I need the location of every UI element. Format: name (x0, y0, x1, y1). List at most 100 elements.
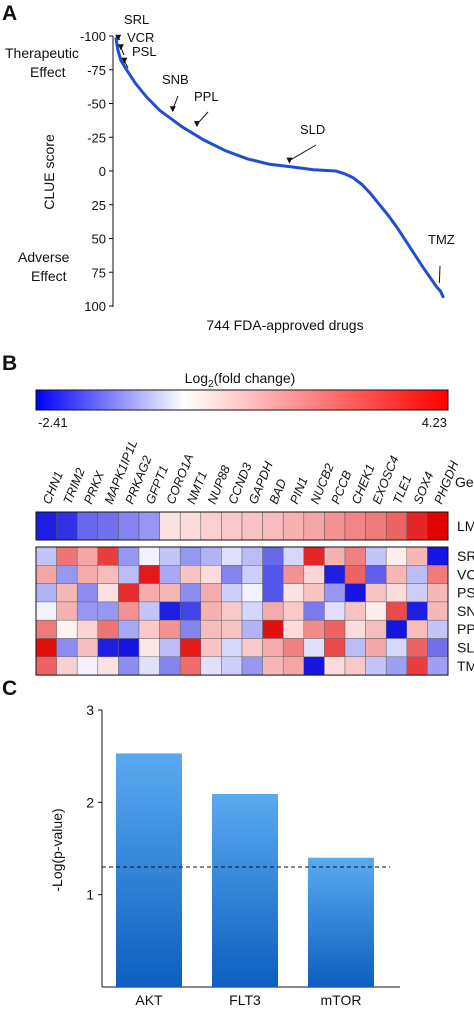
heatmap-cell (35, 546, 57, 566)
panel-c-x-labels: AKT FLT3 mTOR (135, 992, 361, 1008)
heatmap-cells (35, 546, 449, 676)
heatmap-cell (35, 638, 57, 658)
y-tick-label: -100 (80, 29, 106, 44)
row-label-tmz: TMZ (457, 658, 474, 674)
heatmap-cell (385, 619, 408, 639)
heatmap-cell (159, 565, 181, 584)
colorbar-max: 4.23 (422, 415, 447, 430)
heatmap-cell (303, 546, 325, 566)
heatmap-cell (365, 583, 387, 603)
lm-cell (35, 511, 57, 541)
heatmap-cell (35, 656, 57, 676)
annotation-tmz: TMZ (428, 232, 455, 247)
heatmap-cell (138, 565, 160, 584)
lm-cell (241, 511, 263, 541)
heatmap-cell (385, 601, 408, 621)
heatmap-cell (324, 638, 346, 658)
heatmap-cell (138, 583, 160, 603)
heatmap-cell (179, 601, 202, 621)
annotation-arrowhead (193, 121, 200, 128)
lm-cell (324, 511, 346, 541)
heatmap-cell (427, 583, 449, 603)
y-tick-label: 75 (92, 265, 106, 280)
heatmap-cell (324, 565, 346, 584)
heatmap-cell (200, 583, 222, 603)
heatmap-cell (179, 546, 202, 566)
y-tick-label: 100 (84, 299, 106, 314)
annotation-arrowhead (117, 44, 124, 51)
heatmap-cell (427, 638, 449, 658)
heatmap-cell (344, 638, 366, 658)
heatmap-cell (118, 546, 140, 566)
heatmap-cell (179, 583, 202, 603)
colorbar-min: -2.41 (38, 415, 68, 430)
heatmap-cell (221, 583, 243, 603)
panel-a-x-label: 744 FDA-approved drugs (206, 317, 363, 333)
heatmap-cell (262, 601, 284, 621)
heatmap-cell (427, 565, 449, 584)
heatmap-cell (200, 601, 222, 621)
heatmap-cell (303, 583, 325, 603)
heatmap-cell (282, 601, 305, 621)
heatmap-cell (221, 546, 243, 566)
heatmap-cell (365, 601, 387, 621)
y-tick-label: -25 (87, 130, 106, 145)
heatmap-cell (35, 601, 57, 621)
heatmap-cell (97, 656, 119, 676)
heatmap-cell (385, 583, 408, 603)
heatmap-cell (427, 619, 449, 639)
heatmap-cell (365, 619, 387, 639)
panel-c: C 1 2 3 -Log(p-value) AKT FLT3 mTOR (2, 677, 400, 1008)
annotation-arrowhead (115, 34, 122, 41)
panel-c-y-ticks: 1 2 3 (86, 702, 102, 903)
panel-a-y-ticks: -100 -75 -50 -25 0 25 50 75 100 (80, 29, 113, 314)
annotation-arrowhead (169, 106, 176, 113)
lm-cell (365, 511, 387, 541)
annotation-sld: SLD (300, 122, 325, 137)
gene-labels: CHN1TRIM2PRKXMAPK1IP1LPRKAG2GFPT1CORO1AN… (40, 438, 462, 506)
heatmap-cell (365, 638, 387, 658)
lm-row-label: LM (457, 518, 474, 534)
heatmap-cell (262, 565, 284, 584)
heatmap-cell (241, 619, 263, 639)
heatmap-cell (76, 619, 99, 639)
heatmap-cell (221, 601, 243, 621)
heatmap-cell (138, 638, 160, 658)
heatmap-cell (282, 583, 305, 603)
row-label-ppl: PPL (457, 621, 474, 637)
heatmap-cell (200, 619, 222, 639)
lm-cell (200, 511, 222, 541)
heatmap-cell (179, 619, 202, 639)
y-tick-label: 50 (92, 232, 106, 247)
heatmap-cell (221, 565, 243, 584)
heatmap-cell (406, 565, 428, 584)
heatmap-cell (56, 583, 78, 603)
lm-cell (159, 511, 181, 541)
lm-cell (97, 511, 119, 541)
heatmap-cell (385, 638, 408, 658)
heatmap-cell (200, 546, 222, 566)
heatmap-cell (262, 656, 284, 676)
lm-cell (138, 511, 160, 541)
heatmap-cell (406, 638, 428, 658)
heatmap-cell (365, 565, 387, 584)
heatmap-cell (282, 565, 305, 584)
x-label-flt3: FLT3 (229, 992, 261, 1008)
panel-c-y-label: -Log(p-value) (49, 808, 65, 891)
lm-row-border (35, 511, 449, 541)
heatmap-cell (159, 656, 181, 676)
lm-cell (385, 511, 408, 541)
heatmap-cell (200, 565, 222, 584)
heatmap-cell (159, 638, 181, 658)
heatmap-cell (241, 546, 263, 566)
lm-cell (221, 511, 243, 541)
heatmap-cell (97, 619, 119, 639)
heatmap-cell (35, 619, 57, 639)
heatmap-cell (241, 638, 263, 658)
heatmap-cell (138, 656, 160, 676)
heatmap-cell (221, 638, 243, 658)
annotation-ppl: PPL (194, 89, 219, 104)
heatmap-cell (56, 619, 78, 639)
heatmap-cell (427, 546, 449, 566)
lm-row: LM (35, 511, 474, 541)
